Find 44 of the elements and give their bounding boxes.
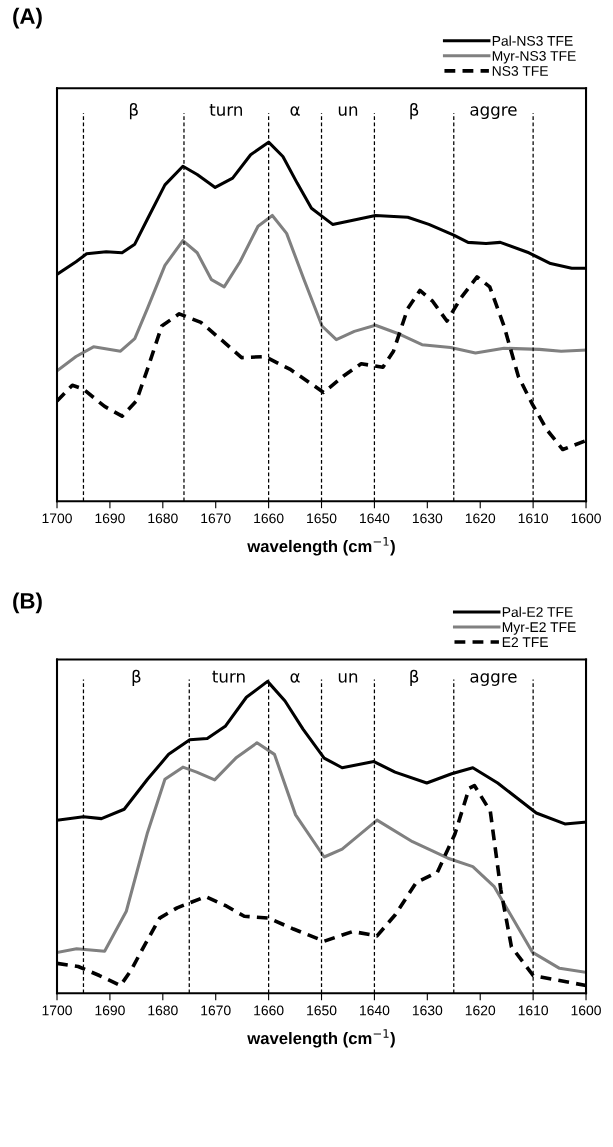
x-tick-label: 1660	[254, 513, 284, 524]
annotation: turn	[212, 670, 245, 683]
x-tick-label: 1620	[465, 1005, 496, 1016]
x-tick-label: 1650	[307, 513, 337, 524]
legend-label: Pal-E2 TFE	[502, 606, 573, 617]
x-tick-label: 1610	[518, 1005, 549, 1016]
legend-label: Pal-NS3 TFE	[492, 35, 573, 46]
x-tick-label: 1600	[571, 513, 601, 524]
text: turn	[209, 103, 242, 116]
annotation: α	[290, 673, 300, 683]
x-tick-label: 1660	[254, 1005, 284, 1016]
text: α	[290, 106, 300, 116]
x-tick-label: 1630	[412, 1005, 443, 1016]
legend-label: E2 TFE	[502, 637, 548, 647]
x-tick-label: 1690	[95, 1005, 125, 1016]
x-tick-label: 1640	[360, 1005, 390, 1016]
text: aggre	[470, 106, 517, 120]
text: β	[129, 102, 138, 120]
x-tick-label: 1680	[148, 513, 178, 524]
x-tick-label: 1670	[201, 1005, 231, 1016]
chart-title: (B)	[13, 592, 42, 614]
x-tick-label: 1630	[412, 513, 443, 524]
legend-label: NS3 TFE	[492, 66, 548, 76]
text: β	[410, 102, 419, 120]
x-tick-label: 1670	[201, 513, 231, 524]
x-axis-title: wavelength (cm$^{−1}$)	[247, 1029, 395, 1048]
chart-title: (A)	[13, 7, 42, 29]
annotation: β	[410, 669, 419, 686]
x-tick-label: 1700	[42, 513, 72, 524]
annotation: aggre	[470, 673, 517, 686]
x-axis-title: wavelength (cm$^{−1}$)	[247, 537, 395, 556]
x-tick-label: 1690	[95, 513, 125, 524]
x-tick-label: 1600	[571, 1005, 601, 1016]
legend-label: Myr-E2 TFE	[502, 622, 576, 635]
x-tick-label: 1610	[518, 513, 549, 524]
x-tick-label: 1650	[307, 1005, 337, 1016]
text: un	[338, 106, 358, 116]
annotation: β	[132, 669, 141, 686]
legend-label: Myr-NS3 TFE	[492, 50, 576, 64]
x-tick-label: 1620	[465, 513, 496, 524]
annotation: un	[338, 673, 358, 683]
x-tick-label: 1700	[42, 1005, 72, 1016]
x-tick-label: 1680	[148, 1005, 178, 1016]
x-tick-label: 1640	[360, 513, 390, 524]
